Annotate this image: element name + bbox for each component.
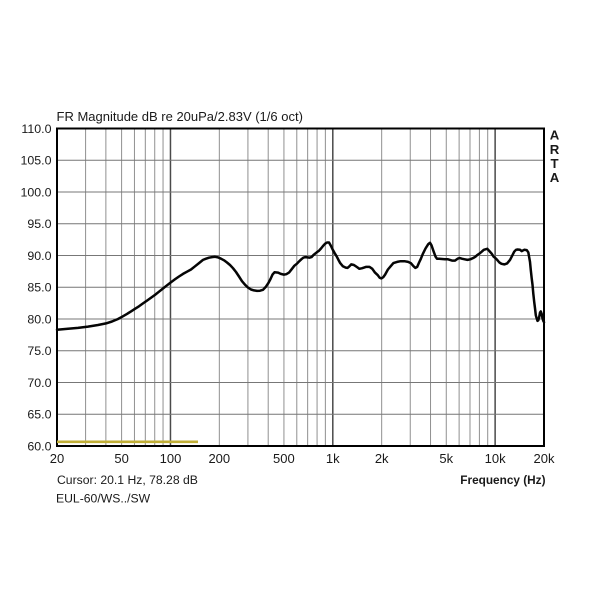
svg-text:2k: 2k bbox=[375, 451, 389, 466]
svg-text:100: 100 bbox=[160, 451, 182, 466]
svg-text:85.0: 85.0 bbox=[27, 281, 51, 295]
svg-text:EUL-60/WS../SW: EUL-60/WS../SW bbox=[56, 492, 151, 506]
svg-text:FR Magnitude dB re 20uPa/2.83V: FR Magnitude dB re 20uPa/2.83V (1/6 oct) bbox=[57, 109, 303, 124]
svg-text:A: A bbox=[550, 170, 560, 185]
svg-text:R: R bbox=[550, 142, 560, 157]
svg-text:60.0: 60.0 bbox=[27, 439, 51, 453]
svg-text:200: 200 bbox=[208, 451, 230, 466]
svg-text:20k: 20k bbox=[534, 451, 555, 466]
svg-text:20: 20 bbox=[50, 451, 64, 466]
svg-text:70.0: 70.0 bbox=[27, 376, 51, 390]
svg-text:75.0: 75.0 bbox=[27, 344, 51, 358]
svg-text:T: T bbox=[550, 156, 558, 171]
svg-text:1k: 1k bbox=[326, 451, 340, 466]
svg-text:90.0: 90.0 bbox=[27, 249, 51, 263]
svg-text:50: 50 bbox=[114, 451, 128, 466]
svg-text:Cursor: 20.1 Hz, 78.28 dB: Cursor: 20.1 Hz, 78.28 dB bbox=[57, 473, 198, 487]
svg-text:105.0: 105.0 bbox=[20, 154, 51, 168]
svg-text:110.0: 110.0 bbox=[21, 122, 51, 136]
svg-text:5k: 5k bbox=[439, 451, 453, 466]
svg-text:A: A bbox=[550, 128, 560, 143]
svg-text:500: 500 bbox=[273, 451, 295, 466]
svg-text:65.0: 65.0 bbox=[27, 408, 51, 422]
svg-text:10k: 10k bbox=[485, 451, 506, 466]
svg-text:100.0: 100.0 bbox=[20, 185, 51, 199]
svg-text:80.0: 80.0 bbox=[27, 312, 51, 326]
svg-text:95.0: 95.0 bbox=[27, 217, 51, 231]
svg-text:Frequency (Hz): Frequency (Hz) bbox=[460, 473, 545, 487]
